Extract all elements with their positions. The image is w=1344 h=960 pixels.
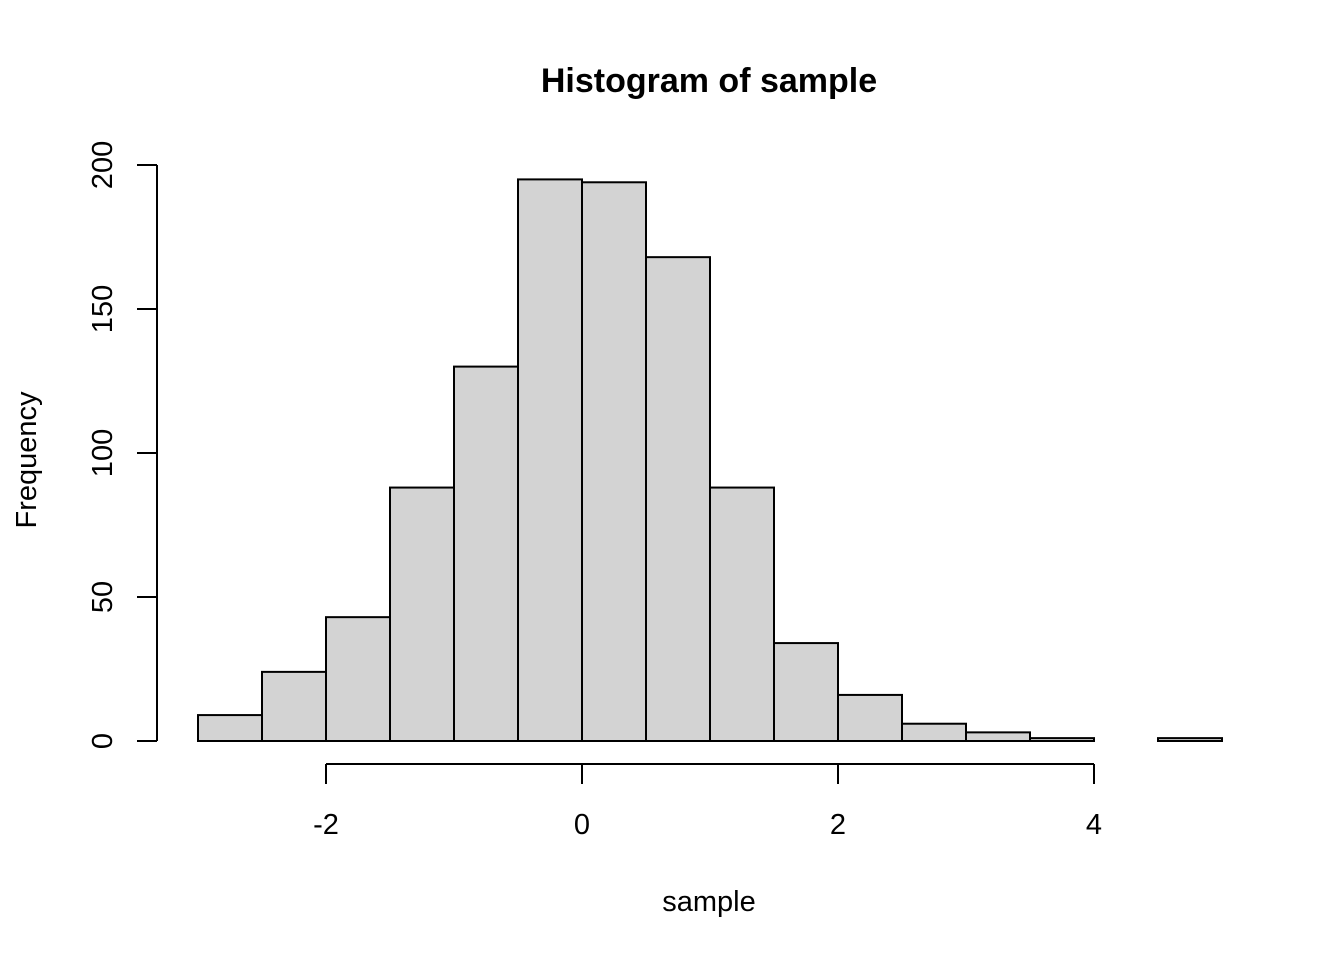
- histogram-bar: [389, 486, 455, 742]
- x-tick-label: -2: [313, 809, 339, 841]
- y-axis-label: Frequency: [11, 391, 43, 529]
- histogram-bar: [197, 714, 263, 743]
- histogram-bar: [325, 616, 391, 742]
- histogram-bar: [581, 181, 647, 742]
- y-tick-label: 50: [87, 581, 119, 613]
- histogram-bar: [965, 731, 1031, 742]
- bars-group: [197, 178, 1223, 743]
- y-tick-label: 0: [87, 733, 119, 749]
- x-axis-label: sample: [662, 886, 756, 918]
- chart-title: Histogram of sample: [541, 62, 877, 100]
- x-tick-label: 2: [830, 809, 846, 841]
- histogram-bar: [1029, 737, 1095, 742]
- x-tick-label: 4: [1086, 809, 1102, 841]
- x-axis: -2 0 2 4: [313, 763, 1102, 841]
- histogram-bar: [261, 670, 327, 743]
- histogram-bar: [837, 693, 903, 742]
- histogram-bar: [453, 365, 519, 742]
- histogram-bar: [645, 256, 711, 742]
- histogram-bar: [709, 486, 775, 742]
- y-axis: 0 50 100 150 200: [87, 141, 158, 749]
- histogram-bar: [517, 178, 583, 742]
- y-tick-label: 100: [87, 429, 119, 477]
- histogram-bar: [1157, 737, 1223, 742]
- histogram-bar: [773, 642, 839, 743]
- x-tick-label: 0: [574, 809, 590, 841]
- y-tick-label: 200: [87, 141, 119, 189]
- histogram-bar: [901, 722, 967, 742]
- y-tick-label: 150: [87, 285, 119, 333]
